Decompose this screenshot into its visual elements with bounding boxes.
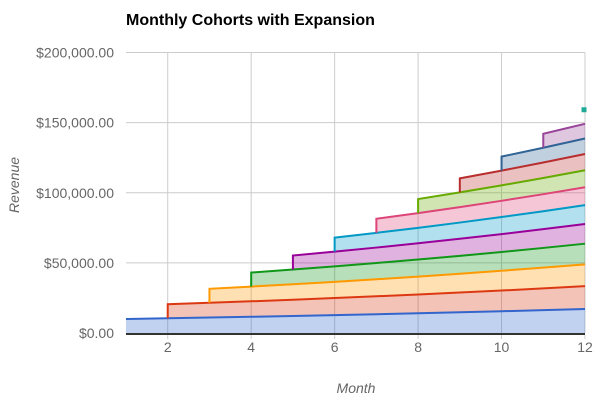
x-tick-label: 6 [331, 339, 339, 355]
x-tick-label: 4 [247, 339, 255, 355]
cohort-line-6 [333, 204, 586, 252]
cohort-12-point[interactable] [581, 107, 587, 113]
cohort-line-7 [375, 186, 586, 233]
cohort-area-1[interactable] [126, 309, 585, 333]
x-axis-title: Month [336, 380, 376, 396]
chart-title: Monthly Cohorts with Expansion [126, 12, 375, 29]
cohort-line-5 [291, 222, 586, 270]
cohort-area-7[interactable] [376, 187, 585, 233]
y-tick-label: $100,000.00 [36, 185, 114, 201]
cohort-area-11[interactable] [543, 123, 585, 148]
cohort-line-2 [166, 285, 586, 319]
cohort-area-9[interactable] [459, 153, 585, 193]
cohort-area-4[interactable] [251, 243, 585, 287]
cohort-line-1 [125, 308, 586, 320]
y-tick-label: $50,000.00 [44, 255, 114, 271]
cohort-line-11 [542, 122, 586, 148]
x-tick-label: 10 [494, 339, 510, 355]
x-tick-label: 2 [164, 339, 172, 355]
x-tick-label: 12 [577, 339, 593, 355]
cohort-area-8[interactable] [418, 170, 585, 214]
cohort-area-10[interactable] [501, 138, 585, 171]
y-axis-title: Revenue [6, 156, 22, 214]
cohort-area-2[interactable] [167, 286, 585, 319]
x-tick-label: 8 [414, 339, 422, 355]
cohort-area-3[interactable] [209, 264, 586, 303]
cohort-line-4 [250, 242, 586, 287]
cohort-line-8 [417, 169, 586, 214]
y-tick-label: $150,000.00 [36, 115, 114, 131]
y-tick-label: $0.00 [79, 325, 114, 341]
y-tick-label: $200,000.00 [36, 45, 114, 61]
cohort-line-3 [208, 263, 586, 303]
cohort-area-6[interactable] [334, 205, 585, 252]
cohort-line-10 [500, 137, 586, 171]
cohort-area-5[interactable] [292, 223, 585, 270]
